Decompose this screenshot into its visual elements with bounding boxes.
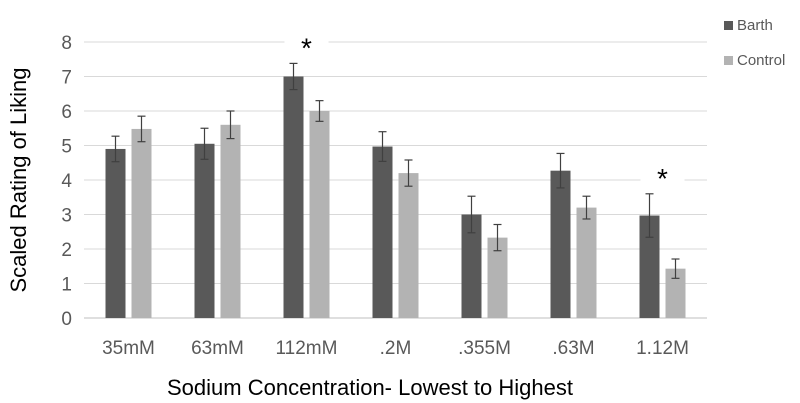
significance-asterisk: *	[657, 163, 668, 194]
gridlines	[84, 41, 707, 319]
x-tick-label: .63M	[552, 338, 594, 359]
bar-barth	[461, 214, 482, 318]
x-tick-label: 63mM	[191, 338, 244, 359]
x-tick-label: 35mM	[102, 338, 155, 359]
legend-swatch-barth	[724, 21, 733, 30]
y-tick-label: 2	[61, 240, 72, 261]
y-axis-ticks: 0 1 2 3 4 5 6 7 8	[61, 33, 72, 330]
error-bars	[111, 62, 680, 279]
bar-control	[220, 124, 241, 318]
bar-barth	[194, 143, 215, 318]
bar-control	[576, 207, 597, 318]
x-axis-categories: 35mM 63mM 112mM .2M .355M .63M 1.12M	[102, 338, 689, 359]
x-tick-label: .2M	[380, 338, 412, 359]
y-tick-label: 0	[61, 309, 72, 330]
y-tick-label: 6	[61, 102, 72, 123]
bar-control	[309, 111, 330, 318]
bar-control	[487, 237, 508, 318]
annotation-background	[284, 23, 329, 56]
x-axis-title: Sodium Concentration- Lowest to Highest	[167, 375, 573, 400]
bar-barth	[550, 170, 571, 318]
legend: Barth Control	[724, 17, 785, 69]
y-tick-label: 1	[61, 275, 72, 296]
annotations: **	[284, 23, 685, 194]
bar-barth	[105, 148, 126, 318]
bars	[105, 76, 686, 318]
x-tick-label: 1.12M	[636, 338, 689, 359]
bar-barth	[283, 76, 304, 318]
y-tick-label: 4	[61, 171, 72, 192]
bar-barth	[639, 215, 660, 318]
bar-control	[131, 128, 152, 318]
annotation-background	[640, 153, 685, 186]
x-tick-label: 112mM	[276, 338, 338, 359]
legend-label-control: Control	[737, 52, 785, 69]
y-tick-label: 7	[61, 68, 72, 89]
legend-swatch-control	[724, 56, 733, 65]
significance-asterisk: *	[301, 32, 312, 63]
y-tick-label: 3	[61, 206, 72, 227]
y-tick-label: 5	[61, 137, 72, 158]
bar-barth	[372, 146, 393, 318]
legend-label-barth: Barth	[737, 17, 773, 34]
y-axis-title: Scaled Rating of Liking	[6, 67, 31, 292]
x-tick-label: .355M	[458, 338, 511, 359]
bar-control	[398, 173, 419, 318]
bar-control	[665, 268, 686, 318]
y-tick-label: 8	[61, 33, 72, 54]
